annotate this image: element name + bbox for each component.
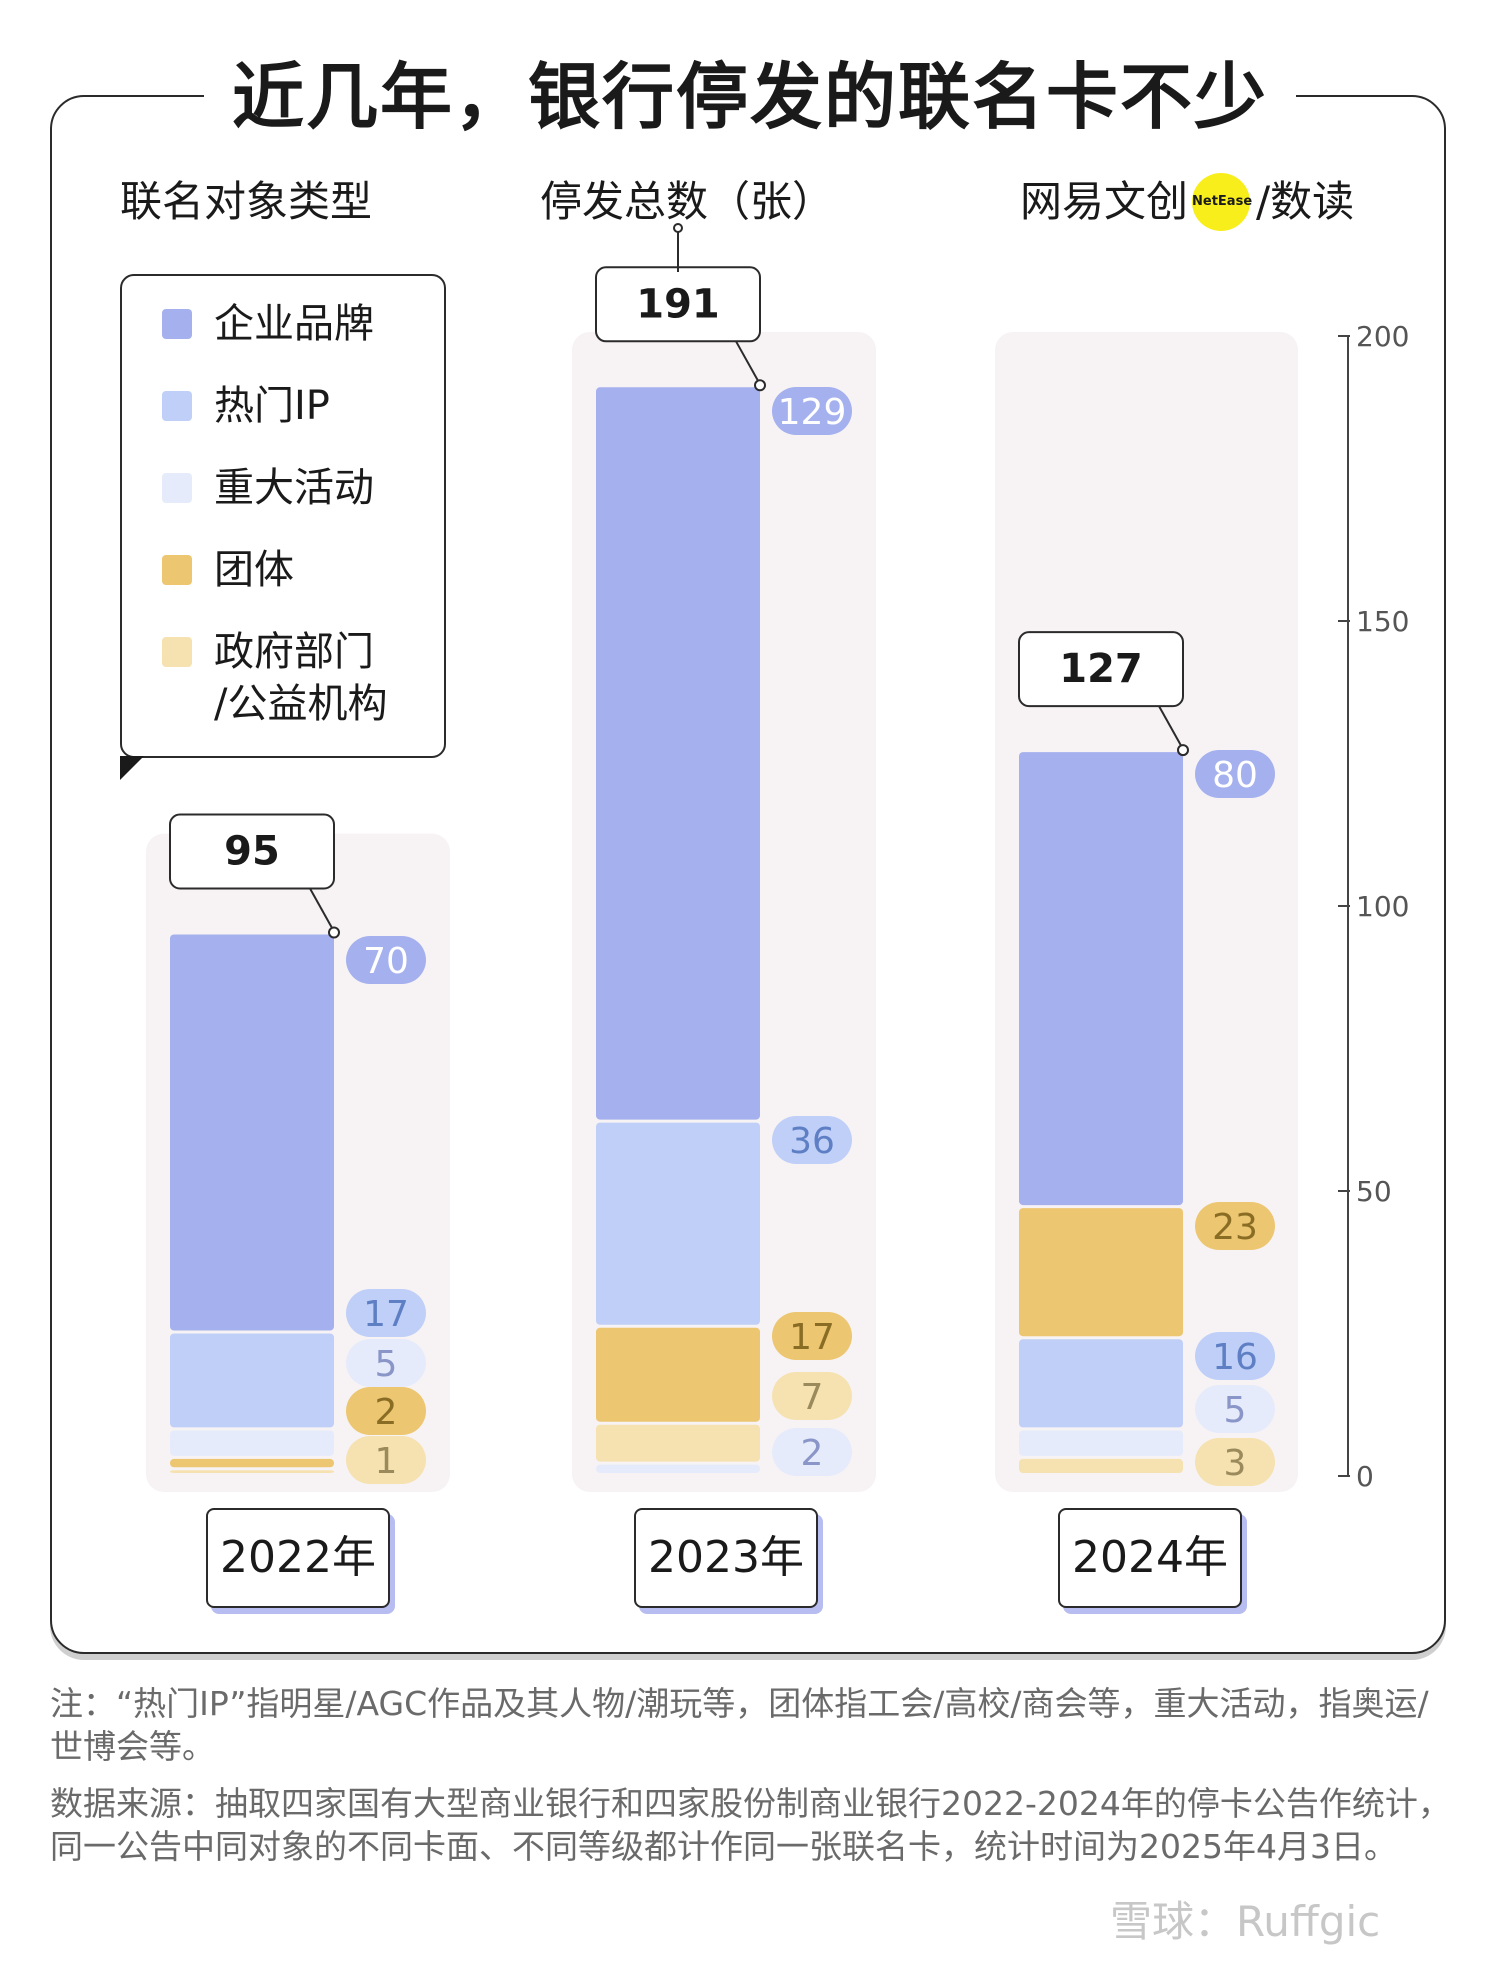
total-callout-dot xyxy=(1177,744,1189,757)
legend-item: 重大活动 xyxy=(162,462,374,514)
bar-segment xyxy=(596,387,760,1120)
value-label-pill xyxy=(772,1116,852,1164)
bar-segment xyxy=(170,1470,334,1473)
brand-name: 网易文创 xyxy=(1020,177,1189,226)
bar-segment xyxy=(596,1327,760,1422)
year-label-2024: 2024年 xyxy=(1058,1508,1242,1608)
bar-segment xyxy=(596,1424,760,1462)
legend-item: 热门IP xyxy=(162,380,330,432)
legend-item: 企业品牌 xyxy=(162,298,374,350)
y-tick-label: 150 xyxy=(1356,605,1409,638)
value-label-pill xyxy=(1195,1385,1275,1433)
total-callout-pointer xyxy=(1158,705,1184,750)
legend-swatch xyxy=(162,473,192,503)
total-callout-pointer xyxy=(309,888,335,932)
bar-segment xyxy=(1019,1339,1183,1428)
total-callout-dot xyxy=(328,926,340,939)
value-label-pill xyxy=(1195,1202,1275,1250)
total-label: 191 xyxy=(636,281,720,327)
legend-pointer xyxy=(120,756,144,780)
header-connector-dot xyxy=(673,223,683,233)
value-label-pill xyxy=(772,1428,852,1476)
value-label-pill xyxy=(772,387,852,435)
value-label-pill xyxy=(1195,750,1275,798)
legend-label: 热门IP xyxy=(214,383,330,429)
value-label: 5 xyxy=(375,1344,398,1385)
type-column-header: 联名对象类型 xyxy=(120,177,373,226)
bar-segment xyxy=(596,1464,760,1473)
legend-item: 团体 xyxy=(162,544,294,596)
legend-label: 重大活动 xyxy=(214,465,374,511)
value-label: 17 xyxy=(363,1294,409,1335)
brand-badge: NetEase xyxy=(1192,173,1252,231)
value-label-pill xyxy=(1195,1332,1275,1380)
value-label: 1 xyxy=(375,1441,398,1482)
watermark: 雪球：Ruffgic xyxy=(1110,1897,1381,1946)
value-label-pill xyxy=(772,1312,852,1360)
year-label-2022: 2022年 xyxy=(206,1508,390,1608)
value-label-pill xyxy=(346,1387,426,1435)
value-label-pill xyxy=(772,1372,852,1420)
total-column-header: 停发总数（张） xyxy=(540,177,835,226)
value-label: 80 xyxy=(1212,755,1258,796)
bar-segment xyxy=(170,1333,334,1428)
bar-segment xyxy=(170,1430,334,1456)
brand-sub: 数读 xyxy=(1270,177,1355,226)
value-label: 17 xyxy=(789,1317,835,1358)
source-text: 数据来源：抽取四家国有大型商业银行和四家股份制商业银行2022-2024年的停卡… xyxy=(50,1784,1451,1866)
bar-segment xyxy=(1019,1430,1183,1456)
value-label-pill xyxy=(346,1436,426,1484)
legend-swatch xyxy=(162,637,192,667)
value-label: 36 xyxy=(789,1121,835,1162)
value-label: 5 xyxy=(1224,1390,1247,1431)
legend-swatch xyxy=(162,555,192,585)
value-label-pill xyxy=(346,936,426,984)
total-callout-pointer xyxy=(735,340,761,385)
legend-label: 团体 xyxy=(214,547,294,593)
bar-segment xyxy=(1019,1208,1183,1337)
value-label-pill xyxy=(346,1289,426,1337)
brand-logo: 网易文创 NetEase / 数读 xyxy=(1020,172,1354,232)
y-tick-label: 0 xyxy=(1356,1460,1374,1493)
bar-segment xyxy=(1019,752,1183,1206)
total-label: 127 xyxy=(1059,646,1143,692)
bar-segment xyxy=(596,1122,760,1325)
value-label-pill xyxy=(346,1339,426,1387)
value-label: 2 xyxy=(801,1433,824,1474)
note-text: 注：“热门IP”指明星/AGC作品及其人物/潮玩等，团体指工会/高校/商会等，重… xyxy=(50,1684,1429,1766)
page-title: 近几年，银行停发的联名卡不少 xyxy=(0,52,1500,142)
legend: 企业品牌 热门IP 重大活动 团体 政府部门 /公益机构 xyxy=(120,274,446,780)
bar-segment xyxy=(170,1458,334,1468)
value-label-pill xyxy=(1195,1438,1275,1486)
value-label: 16 xyxy=(1212,1337,1258,1378)
notes: 注：“热门IP”指明星/AGC作品及其人物/潮玩等，团体指工会/高校/商会等，重… xyxy=(50,1682,1460,1882)
bar-segment xyxy=(170,934,334,1331)
y-tick-label: 100 xyxy=(1356,890,1409,923)
value-label: 7 xyxy=(801,1377,824,1418)
bar-segment xyxy=(1019,1458,1183,1473)
value-label: 3 xyxy=(1224,1443,1247,1484)
value-label: 23 xyxy=(1212,1207,1258,1248)
total-callout-box xyxy=(1018,631,1184,708)
brand-slash: / xyxy=(1256,177,1271,226)
value-label: 2 xyxy=(375,1392,398,1433)
legend-swatch xyxy=(162,391,192,421)
total-label: 95 xyxy=(224,829,280,875)
legend-label: 政府部门 /公益机构 xyxy=(214,629,388,727)
legend-label: 企业品牌 xyxy=(214,301,374,347)
value-label: 70 xyxy=(363,941,409,982)
total-callout-dot xyxy=(754,379,766,392)
total-callout-box xyxy=(169,813,335,890)
value-label: 129 xyxy=(778,392,847,433)
y-tick-label: 200 xyxy=(1356,320,1409,353)
legend-swatch xyxy=(162,309,192,339)
y-tick-label: 50 xyxy=(1356,1175,1392,1208)
legend-item: 政府部门 /公益机构 xyxy=(162,626,387,730)
year-label-2023: 2023年 xyxy=(634,1508,818,1608)
